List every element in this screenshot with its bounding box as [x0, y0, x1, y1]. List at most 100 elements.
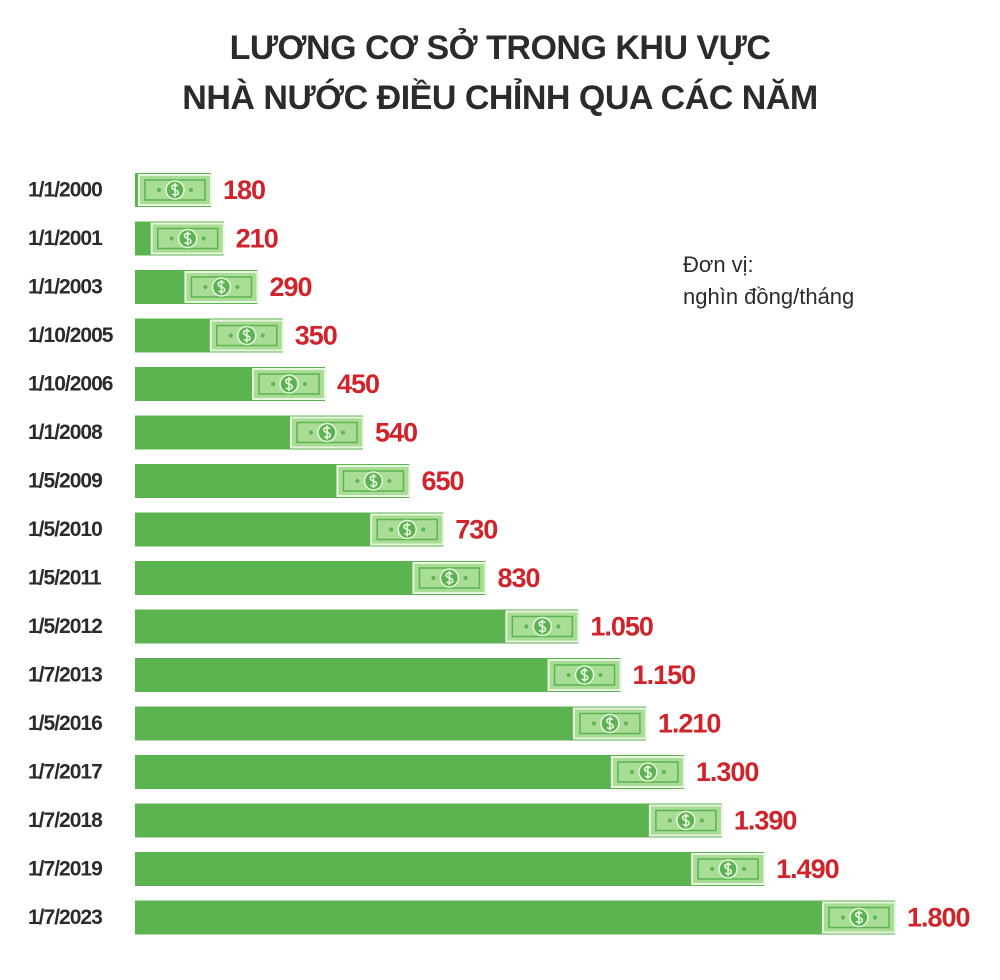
money-icon-inner	[190, 276, 253, 298]
money-icon-dot	[421, 527, 426, 532]
money-icon	[252, 368, 326, 400]
y-tick-label: 1/1/2000	[28, 179, 102, 202]
chart-title: NHÀ NƯỚC ĐIỀU CHỈNH QUA CÁC NĂM	[182, 79, 817, 117]
bar	[135, 852, 765, 886]
value-label: 1.050	[590, 612, 653, 642]
money-icon-sign	[285, 377, 293, 391]
money-icon-inner	[144, 179, 206, 201]
money-icon-sign	[580, 668, 589, 682]
money-icon	[184, 271, 259, 303]
unit-note: nghìn đồng/tháng	[683, 284, 854, 309]
y-tick-label: 1/1/2001	[28, 227, 103, 250]
y-tick-label: 1/5/2016	[28, 712, 102, 735]
money-icon-sign	[369, 474, 378, 488]
value-label: 650	[421, 466, 463, 496]
value-label: 1.390	[734, 806, 797, 836]
money-icon-sign	[217, 280, 226, 294]
money-icon-dot	[309, 430, 313, 435]
y-tick-label: 1/10/2006	[28, 373, 113, 396]
money-icon-inner	[258, 373, 320, 395]
money-icon-sign	[605, 716, 614, 731]
money-icon-dot	[201, 236, 206, 241]
y-tick-label: 1/1/2003	[28, 276, 102, 299]
money-icon	[505, 610, 580, 643]
money-icon-dot	[591, 721, 596, 726]
value-label: 210	[236, 224, 278, 254]
money-icon-dot	[235, 285, 240, 289]
money-icon-inner	[697, 858, 759, 880]
y-tick-label: 1/7/2019	[28, 858, 102, 881]
money-icon-sign	[643, 765, 652, 779]
money-icon-sign	[724, 862, 733, 876]
money-icon	[412, 562, 487, 594]
money-icon-sign	[403, 522, 412, 537]
money-icon-sign	[445, 571, 454, 585]
money-icon-dot	[431, 576, 436, 580]
money-icon-inner	[655, 809, 717, 832]
money-icon-inner	[511, 615, 574, 638]
value-label: 1.210	[658, 709, 721, 739]
value-label: 290	[269, 272, 311, 302]
money-icon	[822, 901, 896, 934]
money-icon-inner	[376, 518, 438, 541]
money-icon-dot	[271, 382, 275, 386]
y-tick-label: 1/5/2010	[28, 518, 102, 541]
money-icon-dot	[463, 576, 468, 580]
money-icon	[150, 222, 225, 255]
value-label: 1.150	[633, 660, 696, 690]
money-icon-dot	[742, 867, 747, 871]
money-icon-dot	[228, 333, 233, 338]
money-icon-inner	[579, 712, 641, 735]
value-label: 1.490	[776, 854, 839, 884]
money-icon-dot	[387, 479, 392, 483]
y-tick-label: 1/1/2008	[28, 421, 103, 444]
money-icon-inner	[216, 324, 278, 347]
y-tick-label: 1/5/2009	[28, 470, 102, 493]
money-icon-dot	[203, 285, 208, 289]
value-label: 350	[295, 321, 337, 351]
money-icon-inner	[828, 906, 890, 929]
money-icon-dot	[873, 915, 877, 920]
y-tick-label: 1/5/2012	[28, 615, 102, 638]
value-label: 1.300	[696, 757, 759, 787]
money-icon-dot	[566, 673, 571, 677]
money-icon-sign	[538, 619, 547, 634]
value-label: 180	[223, 175, 265, 205]
money-icon-dot	[598, 673, 603, 677]
money-icon-dot	[699, 818, 704, 823]
y-tick-label: 1/7/2018	[28, 809, 103, 832]
money-icon-sign	[171, 183, 179, 197]
money-icon-dot	[260, 333, 265, 338]
bar	[135, 609, 579, 644]
money-icon-dot	[710, 867, 715, 871]
bar	[135, 755, 684, 789]
y-tick-label: 1/7/2023	[28, 906, 102, 929]
money-icon-sign	[183, 231, 192, 246]
money-icon-dot	[189, 188, 193, 192]
money-icon	[290, 416, 364, 449]
money-icon-inner	[156, 227, 219, 250]
money-icon-inner	[553, 664, 616, 686]
money-icon	[209, 319, 284, 352]
value-label: 540	[375, 418, 417, 448]
money-icon	[648, 804, 723, 837]
value-label: 730	[455, 515, 497, 545]
money-icon-inner	[342, 470, 405, 492]
money-icon-dot	[389, 527, 394, 532]
bar	[135, 658, 621, 692]
bar	[135, 706, 646, 741]
money-icon-dot	[157, 188, 161, 192]
unit-note: Đơn vị:	[683, 252, 754, 277]
money-icon-inner	[418, 567, 481, 589]
money-icon-inner	[296, 421, 358, 444]
money-icon-dot	[623, 721, 628, 726]
money-icon-dot	[524, 624, 529, 629]
money-icon-dot	[841, 915, 845, 920]
money-icon	[691, 853, 766, 885]
money-icon	[336, 465, 411, 497]
money-icon-dot	[667, 818, 672, 823]
money-icon-sign	[855, 910, 863, 925]
bar	[135, 900, 895, 935]
money-icon-sign	[681, 813, 690, 828]
